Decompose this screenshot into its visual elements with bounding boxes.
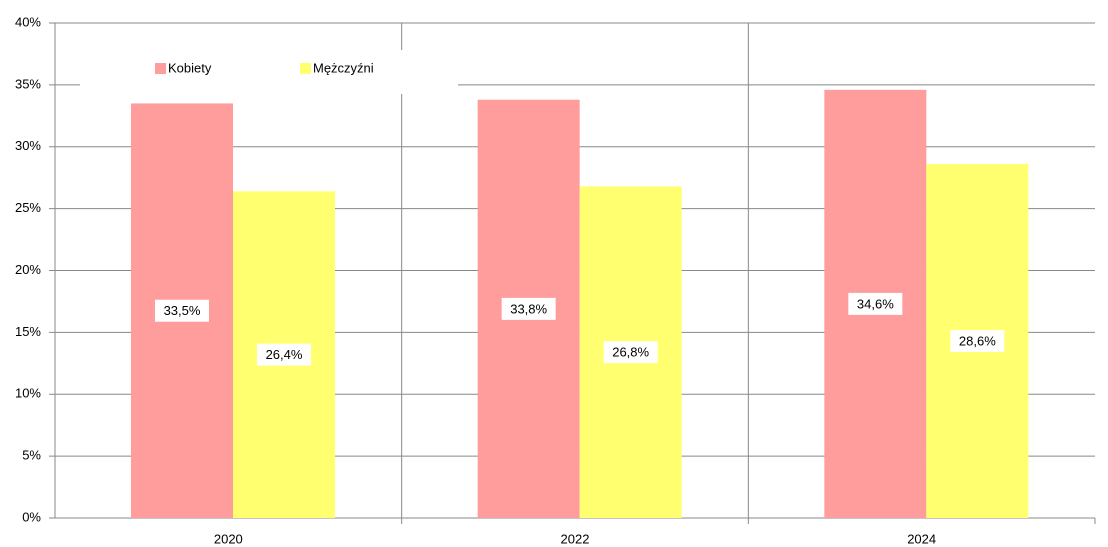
x-tick-label: 2024 xyxy=(907,531,936,546)
legend-swatch xyxy=(155,63,166,74)
value-label-box xyxy=(603,341,658,364)
value-label: 28,6% xyxy=(959,333,996,348)
value-label-box xyxy=(848,292,903,315)
value-label: 33,8% xyxy=(510,301,547,316)
value-label: 33,5% xyxy=(164,303,201,318)
y-tick-label: 5% xyxy=(22,448,41,463)
x-tick-label: 2022 xyxy=(561,531,590,546)
value-label: 26,8% xyxy=(612,345,649,360)
legend-label: Mężczyźni xyxy=(313,60,374,75)
legend-label: Kobiety xyxy=(168,60,212,75)
value-label: 34,6% xyxy=(857,296,894,311)
y-tick-label: 0% xyxy=(22,509,41,524)
legend-box xyxy=(80,50,458,94)
y-tick-label: 20% xyxy=(15,262,41,277)
y-tick-label: 40% xyxy=(15,14,41,29)
x-tick-label: 2020 xyxy=(214,531,243,546)
value-label-box xyxy=(950,330,1005,353)
y-tick-label: 25% xyxy=(15,200,41,215)
y-tick-label: 15% xyxy=(15,324,41,339)
value-label-box xyxy=(257,343,311,366)
legend-swatch xyxy=(300,63,311,74)
y-tick-label: 10% xyxy=(15,386,41,401)
y-tick-label: 35% xyxy=(15,76,41,91)
y-tick-label: 30% xyxy=(15,138,41,153)
value-label-box xyxy=(501,297,556,320)
value-label-box xyxy=(155,299,209,322)
value-label: 26,4% xyxy=(266,347,303,362)
